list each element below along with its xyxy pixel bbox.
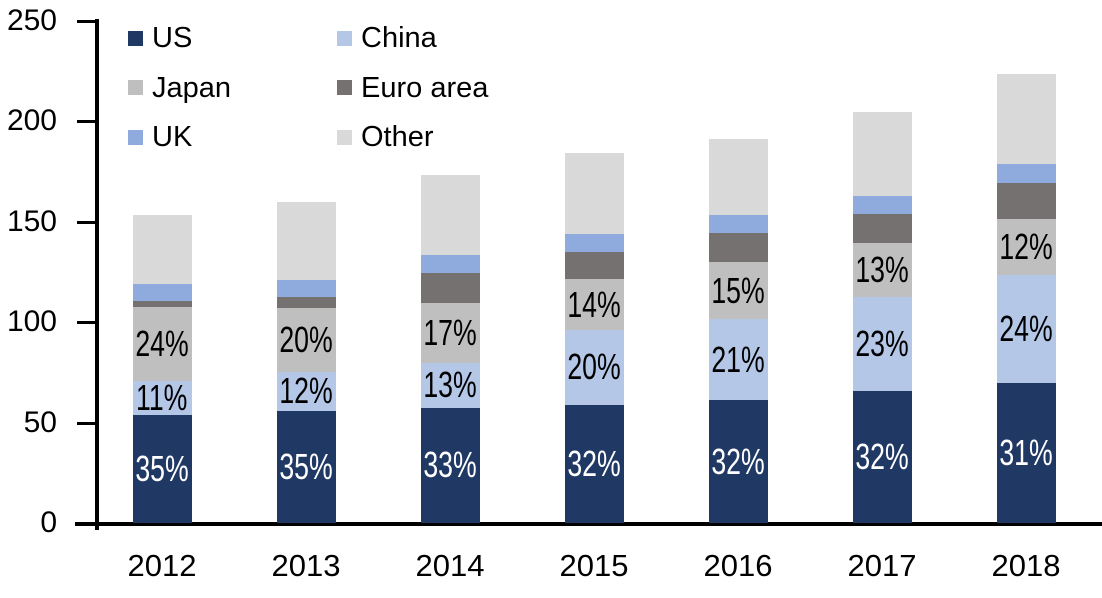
y-tick-label-150: 150 <box>6 204 57 238</box>
bar-segment-us-2018 <box>996 382 1056 523</box>
bar-segment-china-2013 <box>276 371 336 411</box>
bar-segment-us-2012 <box>132 415 192 523</box>
bar-segment-euro-area-2016 <box>708 233 768 262</box>
legend-item-other: Other <box>337 120 434 154</box>
legend-label-us: US <box>152 22 193 54</box>
bar-segment-euro-area-2012 <box>132 301 192 308</box>
year-label-2017: 2017 <box>847 548 917 583</box>
y-tick-label-200: 200 <box>6 104 57 138</box>
bar-segment-japan-2018 <box>996 218 1056 276</box>
bar-segment-uk-2016 <box>708 215 768 234</box>
legend-swatch-euro-area <box>337 80 352 95</box>
year-label-2012: 2012 <box>127 548 197 583</box>
bar-segment-japan-2016 <box>708 261 768 320</box>
bar-segment-uk-2014 <box>420 255 480 274</box>
y-axis-line <box>95 19 99 530</box>
legend-item-uk: UK <box>128 120 192 154</box>
year-label-2014: 2014 <box>415 548 485 583</box>
y-tick-200 <box>77 120 95 124</box>
bar-segment-euro-area-2017 <box>852 213 912 244</box>
bar-segment-uk-2017 <box>852 195 912 214</box>
bar-segment-other-2016 <box>708 139 768 216</box>
bar-segment-uk-2013 <box>276 280 336 298</box>
bar-segment-us-2017 <box>852 391 912 523</box>
year-label-2016: 2016 <box>703 548 773 583</box>
legend-label-uk: UK <box>152 121 193 153</box>
bar-segment-euro-area-2013 <box>276 297 336 308</box>
bar-segment-china-2012 <box>132 381 192 416</box>
bar-segment-us-2015 <box>564 404 624 523</box>
bar-segment-us-2013 <box>276 410 336 523</box>
legend-swatch-us <box>128 30 143 46</box>
bar-segment-uk-2018 <box>996 163 1056 184</box>
bar-segment-japan-2014 <box>420 303 480 363</box>
bar-segment-euro-area-2015 <box>564 252 624 279</box>
legend-swatch-japan <box>128 80 143 95</box>
bar-segment-japan-2015 <box>564 278 624 331</box>
bar-segment-other-2018 <box>996 74 1056 164</box>
bar-segment-japan-2013 <box>276 307 336 372</box>
legend-item-euro-area: Euro area <box>337 71 488 105</box>
legend-item-us: US <box>128 21 192 55</box>
bar-segment-china-2016 <box>708 319 768 401</box>
legend-item-japan: Japan <box>128 71 231 105</box>
y-tick-label-100: 100 <box>6 305 57 339</box>
y-tick-150 <box>77 220 95 224</box>
y-tick-250 <box>77 20 95 23</box>
y-tick-label-250: 250 <box>6 4 57 37</box>
legend-label-japan: Japan <box>152 71 232 104</box>
year-label-2015: 2015 <box>559 548 629 583</box>
legend-swatch-other <box>337 129 352 145</box>
legend-label-other: Other <box>361 121 434 153</box>
bar-segment-other-2013 <box>276 201 336 281</box>
y-tick-label-0: 0 <box>40 506 57 539</box>
bar-segment-china-2017 <box>852 296 912 392</box>
bar-segment-euro-area-2014 <box>420 273 480 304</box>
year-label-2013: 2013 <box>271 548 341 583</box>
bar-segment-china-2018 <box>996 275 1056 383</box>
bar-segment-us-2016 <box>708 400 768 523</box>
bar-segment-japan-2012 <box>132 307 192 382</box>
bar-segment-china-2014 <box>420 362 480 408</box>
legend-label-china: China <box>361 22 437 54</box>
bar-segment-uk-2012 <box>132 284 192 302</box>
bar-segment-other-2017 <box>852 112 912 196</box>
legend-item-china: China <box>337 21 437 55</box>
bar-segment-uk-2015 <box>564 233 624 253</box>
legend-swatch-china <box>337 30 352 46</box>
bar-segment-other-2015 <box>564 152 624 234</box>
bar-segment-us-2014 <box>420 407 480 523</box>
legend-swatch-uk <box>128 129 143 145</box>
bar-segment-japan-2017 <box>852 243 912 297</box>
y-tick-100 <box>77 321 95 325</box>
bar-segment-china-2015 <box>564 330 624 405</box>
y-tick-label-50: 50 <box>23 405 57 439</box>
x-axis-line <box>75 522 1102 526</box>
bar-segment-other-2014 <box>420 174 480 256</box>
bar-segment-other-2012 <box>132 214 192 285</box>
y-tick-50 <box>77 421 95 425</box>
bar-segment-euro-area-2018 <box>996 183 1056 219</box>
year-label-2018: 2018 <box>991 548 1061 583</box>
legend-label-euro-area: Euro area <box>361 71 489 104</box>
